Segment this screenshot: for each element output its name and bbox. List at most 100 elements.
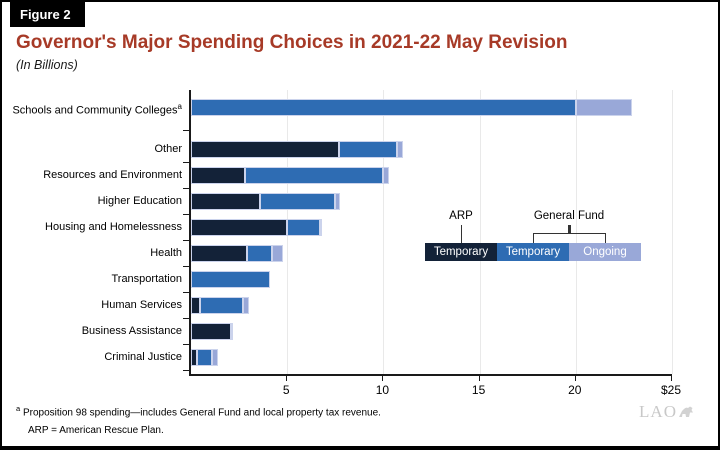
segment-arp-temporary [191, 140, 340, 158]
footnote-proposition-98: a Proposition 98 spending—includes Gener… [16, 404, 381, 418]
bar-row-business-assistance: Business Assistance [2, 318, 718, 344]
x-axis-tick-20 [574, 376, 576, 381]
y-axis-tick [183, 188, 189, 189]
legend-box-arp-temporary: Temporary [425, 243, 497, 261]
x-axis-label-5: 5 [282, 383, 290, 397]
category-label: Health [150, 247, 182, 259]
segment-general-fund-temporary [246, 244, 272, 262]
gridline-20 [575, 90, 577, 374]
legend-box-general-fund-temporary: Temporary [497, 243, 569, 261]
y-axis-tick [183, 266, 189, 267]
legend-arp-connector-line [461, 225, 462, 243]
segment-general-fund-ongoing [231, 322, 234, 340]
segment-general-fund-temporary [199, 296, 243, 314]
stacked-bar [191, 188, 341, 214]
stacked-bar [191, 162, 390, 188]
y-axis-tick [183, 370, 189, 371]
footnote-arp-definition: ARP = American Rescue Plan. [28, 425, 164, 436]
stacked-bar [191, 214, 322, 240]
legend-general-fund-bracket-top [533, 233, 606, 234]
bar-row-human-services: Human Services [2, 292, 718, 318]
segment-general-fund-ongoing [212, 348, 218, 366]
chart-title: Governor's Major Spending Choices in 202… [16, 32, 568, 53]
x-axis-tick-5 [286, 376, 288, 381]
bar-row-schools-and-community-colleges: Schools and Community Collegesa [2, 94, 718, 120]
bar-row-transportation: Transportation [2, 266, 718, 292]
x-axis-tick-25 [671, 376, 672, 381]
y-axis-tick [183, 344, 189, 345]
category-superscript: a [177, 102, 182, 111]
segment-general-fund-temporary [191, 270, 270, 288]
segment-general-fund-temporary [244, 166, 384, 184]
segment-arp-temporary [191, 192, 261, 210]
segment-arp-temporary [191, 322, 232, 340]
y-axis-tick [183, 162, 189, 163]
bar-row-housing-and-homelessness: Housing and Homelessness [2, 214, 718, 240]
lao-logo: LAO [639, 402, 694, 422]
segment-arp-temporary [191, 218, 288, 236]
legend-box-general-fund-ongoing: Ongoing [569, 243, 641, 261]
stacked-bar [191, 240, 284, 266]
segment-general-fund-ongoing [575, 98, 632, 116]
category-label: Other [154, 143, 182, 155]
legend-boxes: Temporary Temporary Ongoing [425, 243, 641, 261]
y-axis-tick [183, 318, 189, 319]
x-axis-label-25: $25 [660, 383, 682, 397]
category-label: Criminal Justice [104, 351, 182, 363]
x-axis-label-10: 10 [375, 383, 390, 397]
category-label: Human Services [101, 299, 182, 311]
bar-row-health: Health [2, 240, 718, 266]
legend-arp-label: ARP [449, 210, 473, 222]
segment-general-fund-temporary [260, 192, 336, 210]
segment-general-fund-ongoing [396, 140, 403, 158]
y-axis-tick [183, 240, 189, 241]
y-axis-tick [183, 292, 189, 293]
segment-general-fund-ongoing [383, 166, 390, 184]
chart-subtitle: (In Billions) [16, 58, 78, 72]
segment-general-fund-ongoing [319, 218, 322, 236]
category-label: Schools and Community Collegesa [12, 102, 182, 117]
gridline-25 [672, 90, 673, 374]
segment-general-fund-temporary [191, 98, 576, 116]
segment-arp-temporary [191, 348, 197, 366]
stacked-bar [191, 344, 218, 370]
gridline-10 [383, 90, 385, 374]
footnote-superscript-a: a [16, 404, 21, 413]
legend: ARP General Fund Temporary Temporary Ongoi… [425, 210, 642, 262]
category-label: Transportation [111, 273, 182, 285]
lao-bear-icon [679, 406, 693, 417]
legend-general-fund-label: General Fund [533, 210, 605, 222]
stacked-bar [191, 266, 270, 292]
segment-general-fund-ongoing [335, 192, 341, 210]
stacked-bar [191, 136, 403, 162]
stacked-bar [191, 292, 249, 318]
footnote-a-text: Proposition 98 spending—includes General… [20, 407, 381, 419]
x-axis-tick-15 [478, 376, 480, 381]
segment-general-fund-temporary [339, 140, 397, 158]
segment-arp-temporary [191, 166, 245, 184]
bar-row-criminal-justice: Criminal Justice [2, 344, 718, 370]
y-axis-tick [183, 214, 189, 215]
stacked-bar [191, 94, 632, 120]
stacked-bar [191, 318, 234, 344]
legend-general-fund-bracket-right [605, 233, 606, 243]
lao-logo-text: LAO [639, 402, 677, 421]
category-label: Business Assistance [81, 325, 182, 337]
figure-number-label: Figure 2 [10, 2, 85, 27]
gridline-15 [479, 90, 481, 374]
category-label: Housing and Homelessness [45, 221, 182, 233]
x-axis-tick-10 [382, 376, 384, 381]
category-label: Resources and Environment [43, 169, 182, 181]
legend-general-fund-bracket-left [533, 233, 534, 243]
x-axis-label-15: 15 [471, 383, 486, 397]
y-axis-tick [183, 130, 189, 131]
bar-row-resources-and-environment: Resources and Environment [2, 162, 718, 188]
category-label: Higher Education [97, 195, 182, 207]
chart-area: Schools and Community Collegesa Other Reso… [2, 90, 718, 397]
segment-arp-temporary [191, 244, 247, 262]
segment-general-fund-temporary [196, 348, 213, 366]
bar-row-higher-education: Higher Education [2, 188, 718, 214]
legend-general-fund-stub-line [568, 225, 571, 233]
segment-general-fund-ongoing [242, 296, 249, 314]
